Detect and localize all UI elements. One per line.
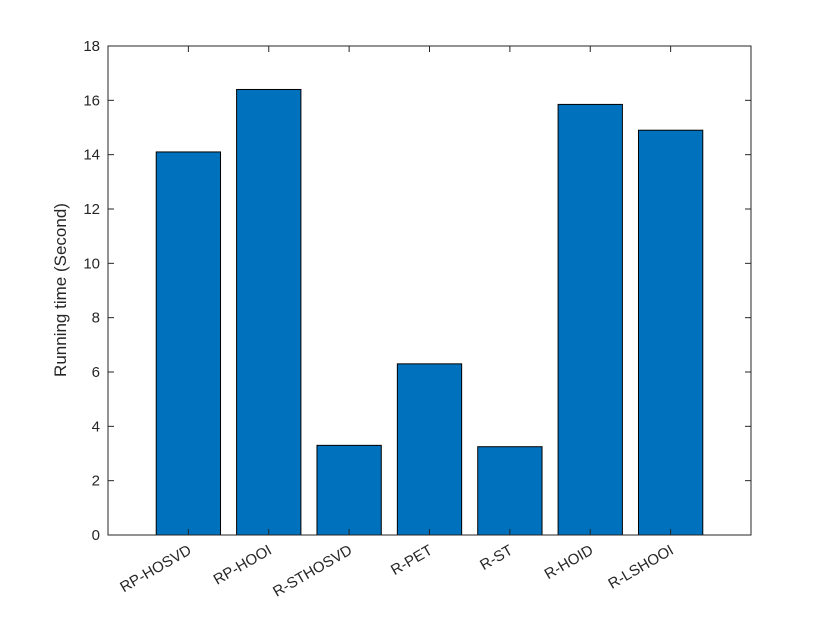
x-tick-label: R-PET — [388, 542, 435, 579]
y-axis-label: Running time (Second) — [51, 203, 70, 377]
bar-rp-hooi — [236, 88, 302, 536]
bar-r-pet — [396, 363, 463, 536]
y-tick-label: 10 — [83, 255, 100, 272]
x-tick-label: R-STHOSVD — [270, 542, 355, 601]
y-ticks-group: 0 2 4 6 8 10 12 14 16 18 — [83, 38, 751, 544]
bar-r-hoid — [557, 103, 623, 536]
bar-r-lshooi — [637, 129, 704, 536]
y-tick-label: 4 — [92, 418, 100, 435]
y-tick-label: 6 — [92, 364, 100, 381]
bar-r-st — [477, 446, 543, 536]
y-tick-label: 12 — [83, 201, 100, 218]
x-tick-label: R-ST — [477, 542, 516, 574]
x-tick-label: R-LSHOOI — [605, 542, 676, 593]
y-tick-label: 8 — [92, 310, 100, 327]
y-tick-label: 16 — [83, 92, 100, 109]
x-tick-label: RP-HOSVD — [117, 542, 194, 596]
y-tick-label: 0 — [92, 527, 100, 544]
y-tick-label: 18 — [83, 38, 100, 55]
y-tick-label: 14 — [83, 147, 100, 164]
bar-rp-hosvd — [155, 151, 222, 536]
x-tick-label: R-HOID — [542, 542, 597, 583]
bars-group — [155, 88, 704, 536]
y-tick-label: 2 — [92, 473, 100, 490]
x-tick-label: RP-HOOI — [211, 542, 275, 589]
bar-r-sthosvd — [316, 444, 382, 536]
